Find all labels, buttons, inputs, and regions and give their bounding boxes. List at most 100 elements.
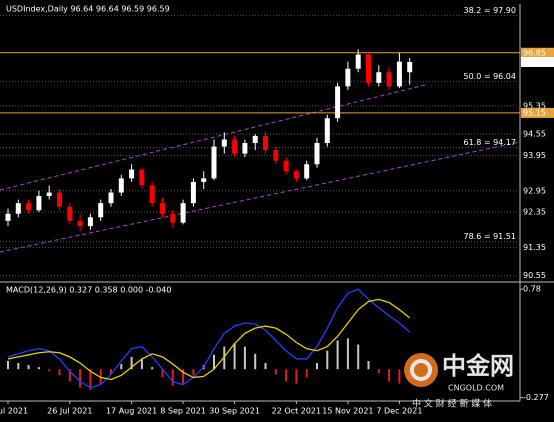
macd-bar: [182, 369, 185, 384]
macd-bar: [264, 363, 267, 370]
macd-bar: [274, 369, 277, 375]
macd-bar: [192, 369, 195, 376]
price-box: [521, 56, 554, 67]
logo: [404, 353, 438, 387]
watermark: 中金网 CNGOLD.COM 中 文 财 经 新 媒 体: [404, 352, 514, 410]
x-tick-label: 8 Sep 2021: [160, 407, 206, 416]
candle-body: [15, 203, 21, 214]
macd-bar: [398, 369, 401, 384]
macd-bar: [171, 369, 174, 386]
candle-body: [242, 143, 248, 154]
macd-bar: [17, 363, 20, 370]
watermark-name: 中金网: [442, 352, 514, 380]
candle-body: [98, 203, 104, 218]
y-tick-label: 91.35: [523, 243, 546, 252]
x-tick-label: 15 Nov 2021: [322, 407, 373, 416]
macd-bar: [99, 369, 102, 384]
candle-body: [170, 213, 176, 223]
candle-body: [386, 72, 392, 87]
macd-bar: [326, 350, 329, 370]
level-label: 96.85: [523, 48, 546, 57]
candle-body: [396, 61, 402, 87]
candle-body: [304, 164, 310, 179]
macd-bar: [130, 356, 133, 370]
macd-bar: [367, 360, 370, 370]
candle-body: [190, 181, 196, 204]
candle-body: [263, 135, 268, 151]
macd-bar: [213, 354, 215, 370]
channel-lower: [0, 141, 521, 253]
x-tick-label: 26 Jul 2021: [47, 407, 92, 416]
candle-body: [36, 196, 42, 211]
macd-bar: [48, 369, 51, 372]
macd-bar: [377, 369, 380, 374]
candle-body: [355, 54, 361, 69]
x-tick-label: 22 Oct 2021: [272, 407, 321, 416]
candle-body: [77, 220, 83, 227]
macd-line: [7, 288, 411, 389]
y-tick-label: 92.35: [523, 208, 546, 217]
x-tick-label: 2 Jul 2021: [0, 407, 28, 416]
candle-body: [118, 178, 124, 193]
macd-bar: [110, 369, 112, 375]
macd-bar: [346, 338, 349, 370]
candle-body: [252, 135, 258, 143]
macd-bar: [233, 343, 236, 370]
y-tick-label: 94.55: [523, 130, 546, 139]
candle-body: [5, 213, 11, 221]
x-tick-label: 7 Dec 2021: [376, 407, 422, 416]
price-label: 96.59: [523, 57, 546, 66]
y-tick-label: 0.78: [523, 285, 541, 294]
y-tick-label: 95.35: [523, 101, 546, 110]
candle-body: [232, 139, 238, 154]
candle-body: [67, 206, 73, 221]
macd-bar: [388, 369, 391, 382]
macd-bar: [79, 369, 82, 388]
fib-label: 50.0 = 96.04: [463, 72, 516, 81]
watermark-site: CNGOLD.COM: [448, 384, 504, 393]
candle-body: [324, 118, 330, 143]
candle-body: [283, 160, 289, 172]
macd-bar: [316, 363, 318, 370]
candle-body: [26, 203, 32, 211]
x-tick-label: 17 Aug 2021: [106, 407, 157, 416]
macd-bar: [254, 353, 257, 370]
candle-body: [129, 169, 135, 179]
candle-body: [376, 72, 382, 83]
channel-upper: [0, 84, 426, 191]
macd-bar: [27, 365, 30, 370]
macd-bar: [7, 360, 9, 370]
macd-bar: [120, 364, 123, 370]
macd-bar: [305, 369, 308, 378]
macd-line: [7, 298, 411, 381]
candle-body: [314, 143, 320, 165]
level-box: [521, 107, 554, 118]
macd-bar: [68, 369, 71, 382]
candle-body: [221, 139, 227, 147]
watermark-tagline: 中 文 财 经 新 媒 体: [412, 398, 492, 410]
candle-body: [149, 185, 155, 204]
candle-body: [335, 86, 341, 119]
candle-body: [366, 54, 371, 83]
macd-bar: [285, 369, 288, 382]
candle-body: [293, 171, 299, 179]
candle-body: [139, 169, 145, 186]
fib-label: 61.8 = 94.17: [463, 138, 516, 147]
fib-label: 78.6 = 91.51: [463, 232, 516, 241]
macd-bar: [140, 358, 143, 370]
macd-bar: [223, 346, 226, 370]
macd-bar: [243, 346, 246, 370]
logo-mark: [410, 359, 432, 381]
candle-body: [46, 192, 52, 197]
candle-body: [201, 178, 207, 182]
macd-bar: [37, 367, 40, 370]
fib-label: 38.2 = 97.90: [463, 6, 516, 15]
macd-bar: [151, 367, 154, 370]
y-tick-label: 92.95: [523, 186, 546, 195]
candle-body: [180, 203, 186, 223]
macd-bar: [161, 369, 164, 378]
candle-body: [407, 61, 413, 73]
level-label: 95.15: [523, 108, 546, 117]
